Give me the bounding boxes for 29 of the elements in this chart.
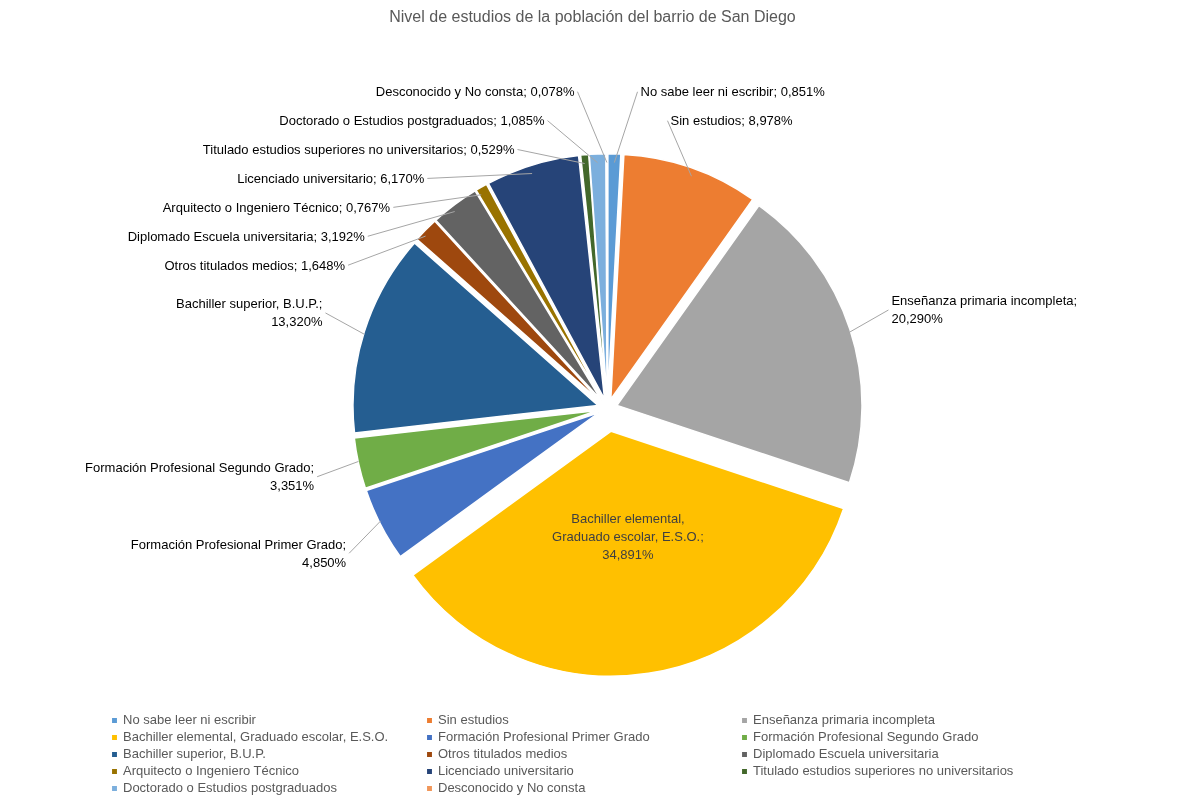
data-label: Bachiller superior, B.U.P.; 13,320% bbox=[176, 296, 323, 330]
data-label: Desconocido y No consta; 0,078% bbox=[375, 84, 575, 100]
legend-label: Arquitecto o Ingeniero Técnico bbox=[123, 763, 301, 778]
chart-title: Nivel de estudios de la población del barrio de San Diego bbox=[389, 7, 796, 25]
legend-label: Doctorado o Estudios postgraduados bbox=[123, 780, 338, 795]
data-label: Licenciado universitario; 6,170% bbox=[237, 170, 425, 186]
data-label: Enseñanza primaria incompleta; 20,290% bbox=[891, 293, 1078, 327]
data-label: Doctorado o Estudios postgraduados; 1,085% bbox=[279, 113, 545, 129]
data-label: Sin estudios; 8,978% bbox=[670, 113, 794, 129]
data-label: Formación Profesional Segundo Grado; 3,351% bbox=[85, 460, 315, 494]
data-label: Formación Profesional Primer Grado; 4,850% bbox=[130, 536, 347, 570]
legend-label: Bachiller elemental, Graduado escolar, E.S.O. bbox=[123, 729, 390, 744]
legend-label: Bachiller superior, B.U.P. bbox=[123, 746, 267, 761]
legend-label: Titulado estudios superiores no universitarios bbox=[753, 763, 1015, 778]
legend-label: Enseñanza primaria incompleta bbox=[753, 712, 937, 727]
legend-label: Desconocido y No consta bbox=[438, 780, 587, 795]
legend-label: Formación Profesional Segundo Grado bbox=[753, 729, 980, 744]
legend-label: Licenciado universitario bbox=[438, 763, 575, 778]
legend-label: Diplomado Escuela universitaria bbox=[753, 746, 940, 761]
data-label: Bachiller elemental, Graduado escolar, E.S.O.; 34,891% bbox=[552, 510, 704, 562]
legend-label: No sabe leer ni escribir bbox=[123, 712, 257, 727]
legend-label: Formación Profesional Primer Grado bbox=[438, 729, 651, 744]
legend-label: Otros titulados medios bbox=[438, 746, 569, 761]
data-label: Diplomado Escuela universitaria; 3,192% bbox=[127, 228, 366, 244]
data-label: Otros titulados medios; 1,648% bbox=[164, 257, 346, 273]
legend-label: Sin estudios bbox=[438, 712, 510, 727]
data-label: Titulado estudios superiores no universitarios; 0,529% bbox=[202, 142, 515, 158]
data-label: No sabe leer ni escribir; 0,851% bbox=[640, 84, 826, 100]
data-label: Arquitecto o Ingeniero Técnico; 0,767% bbox=[162, 199, 391, 215]
